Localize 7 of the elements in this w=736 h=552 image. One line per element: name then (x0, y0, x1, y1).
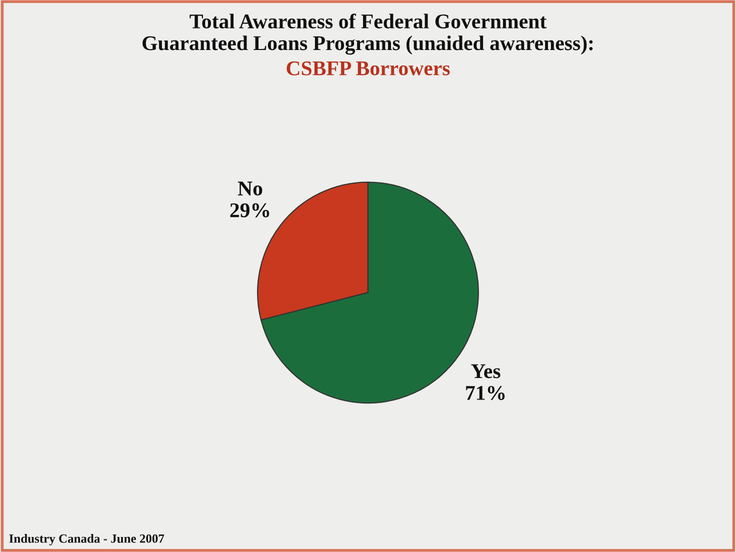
slice-label: Yes (471, 364, 500, 378)
chart-subtitle: CSBFP Borrowers (286, 61, 450, 76)
slice-label: No (238, 182, 262, 196)
data-label: 29% (230, 203, 270, 218)
chart-title: Total Awareness of Federal Government Guaranteed Loans Programs (unaided awareness): (142, 14, 593, 55)
text: Industry Canada - June 2007 (9, 534, 164, 546)
data-label: 71% (466, 386, 505, 400)
